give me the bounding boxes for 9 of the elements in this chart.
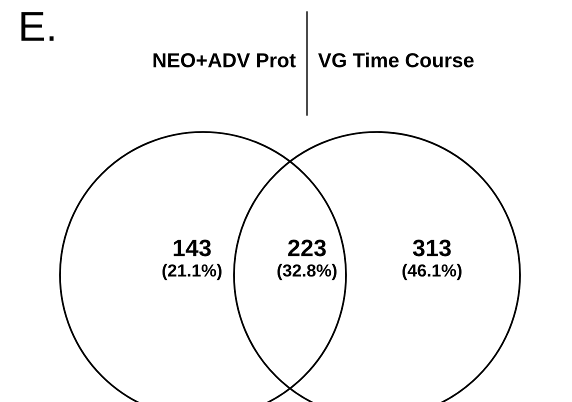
text: (32.8%) <box>277 264 337 280</box>
data-label: 143 <box>174 240 211 256</box>
text: NEO+ADV Prot <box>154 53 296 68</box>
data-label: 313 <box>412 240 451 256</box>
text: (21.1%) <box>162 264 222 280</box>
text: VG Time Course <box>318 52 474 68</box>
text: E. <box>21 12 54 41</box>
text: (46.1%) <box>402 264 462 280</box>
data-label: 223 <box>288 240 326 256</box>
